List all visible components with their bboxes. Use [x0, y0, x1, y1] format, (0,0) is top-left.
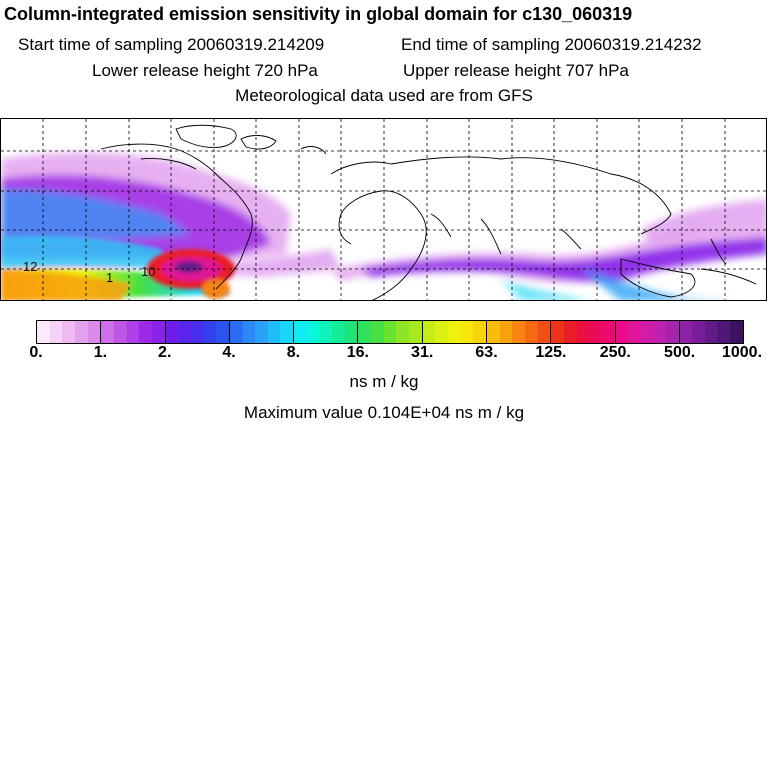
- color-scale-cell: [151, 321, 166, 343]
- color-scale-bar: [36, 320, 744, 344]
- color-scale-cell: [216, 321, 230, 343]
- color-scale-cell: [280, 321, 295, 343]
- color-scale-cell: [383, 321, 397, 343]
- color-scale-cell: [422, 321, 436, 343]
- color-scale-cell: [486, 321, 500, 343]
- map-panel: 12 1 10: [0, 118, 767, 301]
- color-scale-cell: [344, 321, 359, 343]
- max-value-label: Maximum value 0.104E+04 ns m / kg: [243, 403, 525, 422]
- color-scale-cell: [319, 321, 333, 343]
- color-scale-cell: [371, 321, 384, 343]
- color-scale-cell: [255, 321, 268, 343]
- color-scale-tick-label: 4.: [222, 344, 236, 361]
- met-data-label: Meteorological data used are from GFS: [235, 86, 533, 105]
- color-scale-tick-label: 125.: [535, 344, 567, 361]
- coastlines: [100, 124, 757, 300]
- color-scale-cell: [62, 321, 75, 343]
- color-scale-cell: [409, 321, 423, 343]
- color-scale-cell: [524, 321, 538, 343]
- color-scale-cell: [601, 321, 616, 343]
- color-scale-cell: [332, 321, 345, 343]
- color-scale-cell: [717, 321, 731, 343]
- color-scale-cell: [435, 321, 448, 343]
- color-scale-cell: [126, 321, 140, 343]
- color-scale-cell: [460, 321, 474, 343]
- color-scale-tick-label: 1.: [93, 344, 108, 361]
- color-scale-tick-label: 500.: [664, 344, 696, 361]
- color-scale-tick-label: 63.: [475, 344, 498, 361]
- color-scale-cell: [396, 321, 410, 343]
- upper-height-label: Upper release height 707 hPa: [403, 61, 629, 80]
- color-scale-cell: [512, 321, 525, 343]
- color-scale-tick-label: 8.: [286, 344, 301, 361]
- source-hotspot: [147, 249, 235, 299]
- color-scale-cell: [615, 321, 629, 343]
- end-time-label: End time of sampling 20060319.214232: [401, 35, 702, 54]
- color-scale-cell: [653, 321, 667, 343]
- color-scale-cell: [306, 321, 320, 343]
- emission-plume-eastern: [331, 199, 766, 300]
- color-scale-tick-label: 0.: [29, 344, 43, 361]
- color-scale-cell: [101, 321, 114, 343]
- color-scale-cell: [666, 321, 680, 343]
- annotation-label: 12: [23, 259, 37, 274]
- color-scale-cell: [705, 321, 718, 343]
- color-scale-cell: [229, 321, 243, 343]
- color-scale-cell: [165, 321, 179, 343]
- color-scale-cell: [589, 321, 602, 343]
- color-scale-cell: [267, 321, 281, 343]
- color-scale-cell: [448, 321, 461, 343]
- color-scale-cell: [358, 321, 372, 343]
- color-scale-cell: [473, 321, 487, 343]
- color-scale-tick-label: 2.: [158, 344, 172, 361]
- trajectory-labels: 12 1 10: [23, 259, 155, 285]
- annotation-label: 10: [141, 264, 155, 279]
- color-scale-tick-label: 1000.: [721, 344, 763, 361]
- annotation-label: 1: [106, 270, 113, 285]
- color-scale-cell: [628, 321, 641, 343]
- unit-label: ns m / kg: [349, 372, 419, 391]
- start-time-label: Start time of sampling 20060319.214209: [18, 35, 325, 54]
- color-scale-cell: [551, 321, 564, 343]
- color-scale-tick-label: 31.: [411, 344, 434, 361]
- color-scale-cell: [576, 321, 590, 343]
- color-scale-cell: [499, 321, 513, 343]
- color-scale-cell: [640, 321, 654, 343]
- color-scale-cell: [730, 321, 744, 343]
- color-scale-tick-label: 16.: [346, 344, 369, 361]
- color-scale-cell: [190, 321, 204, 343]
- color-scale-cell: [87, 321, 102, 343]
- color-scale-cell: [178, 321, 191, 343]
- color-scale-cell: [692, 321, 706, 343]
- color-scale-cell: [113, 321, 127, 343]
- color-scale-cell: [242, 321, 256, 343]
- color-scale-cell: [49, 321, 63, 343]
- color-scale-cell: [37, 321, 50, 343]
- color-scale-cell: [74, 321, 88, 343]
- lower-height-label: Lower release height 720 hPa: [92, 61, 318, 80]
- color-scale-tick-label: 250.: [599, 344, 631, 361]
- graticule: [1, 119, 766, 300]
- color-scale-cell: [203, 321, 217, 343]
- color-scale-cell: [537, 321, 552, 343]
- color-scale-cell: [563, 321, 577, 343]
- page-title: Column-integrated emission sensitivity i…: [4, 4, 633, 24]
- color-scale-cell: [294, 321, 307, 343]
- color-scale-cell: [139, 321, 152, 343]
- color-scale-cell: [679, 321, 693, 343]
- sensitivity-map: 12 1 10: [1, 119, 766, 300]
